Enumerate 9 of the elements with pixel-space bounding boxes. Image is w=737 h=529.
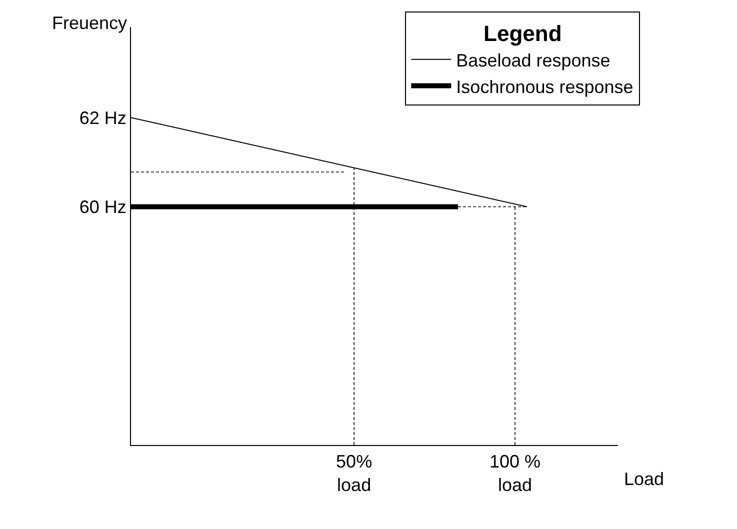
y-tick-label: 62 Hz bbox=[79, 108, 126, 128]
legend-title: Legend bbox=[484, 21, 562, 46]
legend-label: Isochronous response bbox=[456, 76, 634, 97]
legend-label: Baseload response bbox=[456, 50, 610, 70]
x-tick-label: 100 % load bbox=[489, 452, 541, 495]
x-axis-title: Load bbox=[624, 469, 664, 489]
y-tick-label: 60 Hz bbox=[79, 197, 126, 218]
y-axis-title: Freuency bbox=[52, 13, 128, 33]
x-tick-label: 50% load bbox=[336, 452, 372, 495]
